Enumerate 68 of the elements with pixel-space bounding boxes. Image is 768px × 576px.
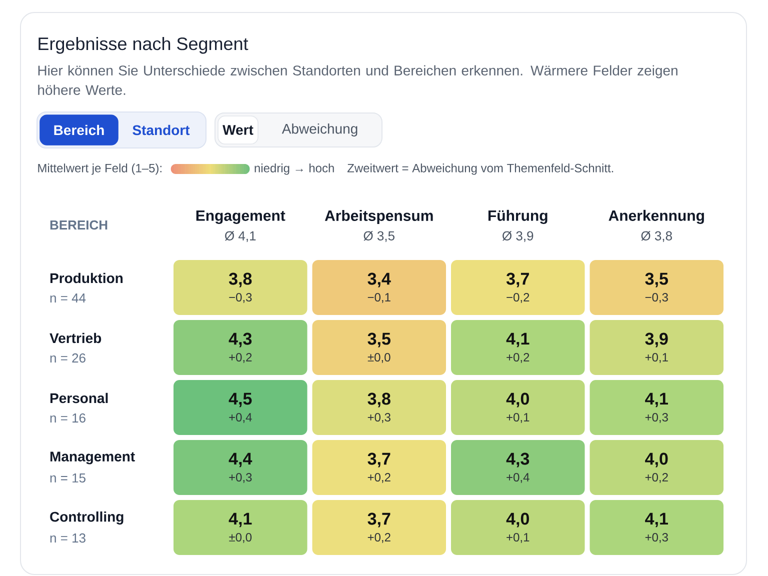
annotation: +0,3	[645, 413, 668, 423]
y2-tick-label: n = 44	[50, 294, 86, 302]
x-tick-label: Engagement	[196, 210, 286, 224]
data-label: 4,1	[228, 512, 252, 528]
data-label: 4,1	[645, 392, 668, 408]
x-tick-label: Anerkennung	[608, 210, 704, 224]
y-tick-label: Controlling	[50, 511, 124, 525]
data-label: 4,1	[645, 512, 668, 528]
data-label: 3,4	[368, 272, 391, 288]
y2-tick-label: n = 13	[50, 533, 86, 543]
data-label: 4,0	[645, 452, 668, 468]
annotation: +0,3	[645, 533, 668, 543]
y2-tick-label: n = 15	[50, 473, 86, 483]
text: niedrig → hoch	[254, 164, 334, 175]
data-label: 3,5	[368, 332, 390, 348]
data-label: 4,0	[506, 392, 529, 408]
y-tick-label: Produktion	[50, 272, 123, 284]
data-label: 4,4	[228, 452, 252, 468]
annotation: ±0,0	[368, 353, 390, 363]
y-tick-label: Personal	[50, 392, 108, 404]
data-label: 3,7	[368, 512, 390, 528]
annotation: −0,1	[368, 293, 390, 303]
annotation: +0,4	[506, 473, 530, 483]
annotation: +0,2	[368, 533, 390, 543]
y-tick-label: Management	[50, 452, 135, 464]
color-bar-title: Mittelwert je Feld (1–5):	[38, 164, 162, 175]
annotation: +0,3	[229, 473, 252, 483]
annotation: +0,1	[506, 413, 530, 423]
annotation: +0,3	[368, 413, 390, 423]
data-label: 4,1	[506, 332, 530, 348]
annotation: +0,4	[229, 413, 252, 423]
data-label: 4,3	[506, 452, 530, 468]
annotation: −0,3	[229, 293, 252, 303]
data-label: 4,3	[228, 332, 252, 348]
annotation: −0,2	[506, 293, 530, 303]
x-tick-label: Arbeitspensum	[324, 210, 433, 224]
text: Zweitwert = Abweichung vom Themenfeld-Schnitt.	[347, 164, 614, 175]
annotation: +0,2	[229, 353, 252, 363]
chart-subtitle: Hier können Sie Unterschiede zwischen Standorten und Bereichen erkennen. Wärmere Felder zeigen höhere Werte.	[38, 65, 678, 95]
text: Ø 4,1	[224, 231, 256, 242]
annotation: +0,2	[645, 473, 668, 483]
y-tick-label: Vertrieb	[50, 332, 102, 344]
data-label: 3,7	[506, 272, 529, 288]
annotation: +0,1	[506, 533, 530, 543]
data-label: 3,8	[368, 392, 390, 408]
annotation: ±0,0	[229, 533, 252, 543]
y2-tick-label: n = 26	[50, 353, 86, 363]
data-label: 3,7	[368, 452, 390, 468]
y-axis-title: BEREICH	[50, 220, 108, 230]
data-label: 3,5	[645, 272, 668, 288]
annotation: +0,2	[506, 353, 530, 363]
text: Abweichung	[282, 123, 358, 137]
annotation: −0,3	[645, 293, 668, 303]
text: Ø 3,5	[364, 231, 394, 242]
annotation: +0,2	[368, 473, 390, 483]
text: Standort	[132, 124, 190, 136]
text: Wert	[222, 125, 254, 135]
data-label: 3,8	[228, 272, 252, 288]
x-tick-label: Führung	[488, 210, 548, 224]
text: Ø 3,9	[502, 231, 534, 242]
chart-title: Ergebnisse nach Segment	[38, 36, 248, 54]
data-label: 3,9	[645, 332, 668, 348]
data-label: 4,0	[506, 512, 529, 528]
y2-tick-label: n = 16	[50, 413, 86, 423]
text: Bereich	[54, 124, 104, 136]
text: Ø 3,8	[641, 231, 672, 242]
data-label: 4,5	[228, 392, 252, 408]
annotation: +0,1	[645, 353, 668, 363]
